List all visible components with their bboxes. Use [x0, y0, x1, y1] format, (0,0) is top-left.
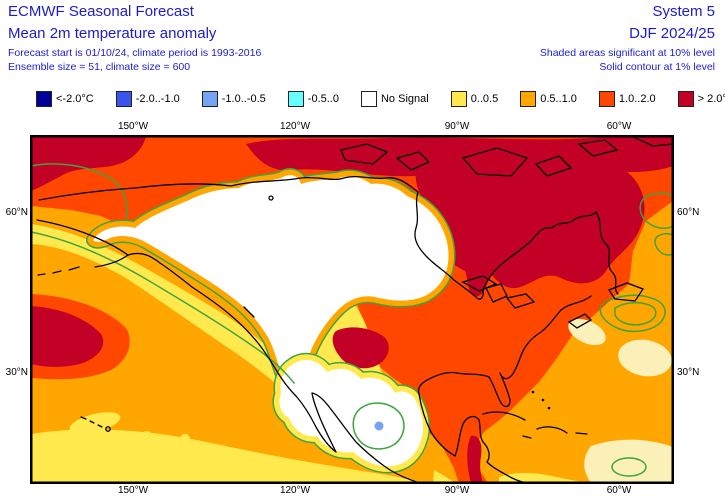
page-title: ECMWF Seasonal Forecast: [8, 3, 194, 20]
legend-swatch: [201, 91, 218, 107]
legend-label: 0..0.5: [470, 93, 499, 105]
legend-label: <-2.0°C: [56, 93, 94, 105]
lat-tick-right: 30°N: [677, 367, 700, 378]
legend-swatch: [115, 91, 132, 107]
legend-label: -1.0..-0.5: [221, 93, 266, 105]
forecast-start-info: Forecast start is 01/10/24, climate peri…: [8, 47, 262, 59]
legend-item: 0.5..1.0: [520, 91, 577, 107]
season-label: DJF 2024/25: [629, 25, 715, 42]
no-signal-region-main: [86, 168, 456, 387]
lon-tick-top: 120°W: [279, 121, 311, 132]
legend-swatch: [36, 91, 52, 107]
lon-tick-top: 90°W: [444, 121, 470, 132]
coastline-layer: [36, 136, 673, 483]
legend-swatch: [287, 91, 304, 107]
forecast-map-frame: [30, 135, 674, 484]
forecast-map: [31, 136, 673, 483]
legend-item: -1.0..-0.5: [201, 91, 266, 107]
legend-swatch: [520, 91, 537, 107]
legend-label: No Signal: [380, 93, 429, 105]
legend-item: -0.5..0: [287, 91, 339, 107]
legend-item: No Signal: [360, 91, 429, 107]
legend-label: -2.0..-1.0: [135, 93, 180, 105]
lon-tick-bottom: 90°W: [444, 485, 470, 496]
legend-label: -0.5..0: [307, 93, 339, 105]
ensemble-size-info: Ensemble size = 51, climate size = 600: [8, 61, 191, 73]
cool-anomaly-core: [374, 421, 384, 431]
lat-tick-left: 60°N: [5, 207, 28, 218]
legend-label: 1.0..2.0: [618, 93, 656, 105]
significance-note: Shaded areas significant at 10% level: [539, 47, 715, 59]
lon-tick-bottom: 60°W: [606, 485, 632, 496]
contour-note: Solid contour at 1% level: [599, 61, 715, 73]
legend-swatch: [450, 91, 467, 107]
legend-label: > 2.0°C: [697, 93, 725, 105]
anomaly-shading-above2: [31, 136, 673, 483]
anomaly-shading-pale-patches: [568, 318, 673, 483]
legend-label: 0.5..1.0: [540, 93, 577, 105]
legend-item: 1.0..2.0: [598, 91, 656, 107]
lon-tick-top: 150°W: [117, 121, 149, 132]
lon-tick-bottom: 120°W: [279, 485, 311, 496]
legend-item: 0..0.5: [450, 91, 499, 107]
significance-contour-lines: [31, 163, 295, 384]
lon-tick-bottom: 150°W: [117, 485, 149, 496]
page-subtitle: Mean 2m temperature anomaly: [8, 25, 217, 42]
system-label: System 5: [652, 3, 715, 20]
no-signal-region-baja: [272, 352, 431, 474]
no-signal-patches-atlantic: [599, 192, 673, 477]
lat-tick-right: 60°N: [677, 207, 700, 218]
legend-swatch: [598, 91, 615, 107]
legend-item: <-2.0°C: [36, 91, 94, 107]
legend-item: -2.0..-1.0: [115, 91, 180, 107]
legend: <-2.0°C -2.0..-1.0 -1.0..-0.5 -0.5..0 No…: [36, 91, 725, 107]
lat-tick-left: 30°N: [5, 367, 28, 378]
legend-item: > 2.0°C: [677, 91, 725, 107]
legend-swatch: [677, 91, 694, 107]
map-border: [31, 136, 673, 483]
lon-tick-top: 60°W: [606, 121, 632, 132]
legend-swatch: [360, 91, 377, 107]
